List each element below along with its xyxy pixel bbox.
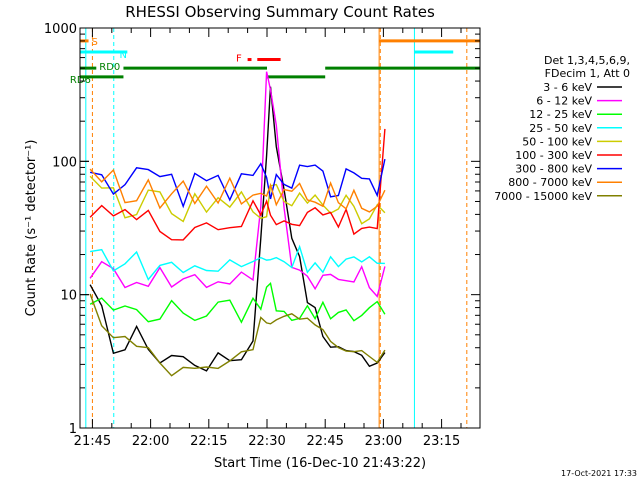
legend-entry-label: 100 - 300 keV	[515, 149, 592, 162]
x-tick-label: 23:00	[365, 434, 402, 449]
series-line-3-6-kev	[89, 86, 386, 372]
legend-entry-label: 6 - 12 keV	[536, 95, 592, 108]
footer-timestamp: 17-Oct-2021 17:33	[561, 469, 637, 478]
series-line-300-800-kev	[89, 158, 386, 209]
series-line-100-300-kev	[89, 128, 386, 241]
legend-header-line: FDecim 1, Att 0	[545, 67, 630, 80]
y-tick-label: 1	[69, 422, 77, 437]
y-tick-label: 1000	[44, 22, 77, 37]
y-tick-label: 100	[52, 155, 77, 170]
legend: Det 1,3,4,5,6,9,FDecim 1, Att 03 - 6 keV…	[494, 54, 630, 203]
series-line-25-50-kev	[89, 244, 385, 281]
x-tick-label: 22:30	[248, 434, 285, 449]
series-line-7000-15000-kev	[89, 293, 386, 377]
legend-entry-label: 300 - 800 keV	[515, 163, 592, 176]
x-tick-label: 22:15	[190, 434, 227, 449]
x-tick-label: 23:15	[423, 434, 460, 449]
legend-entry-label: 3 - 6 keV	[543, 81, 592, 94]
y-axis-label: Count Rate (s⁻¹ detector⁻¹)	[24, 140, 39, 317]
legend-entry-label: 7000 - 15000 keV	[494, 190, 592, 203]
legend-entry-label: 12 - 25 keV	[529, 108, 592, 121]
legend-header-line: Det 1,3,4,5,6,9,	[544, 54, 630, 67]
x-tick-label: 22:45	[306, 434, 343, 449]
legend-entry-label: 800 - 7000 keV	[508, 176, 592, 189]
marker-f-label: F	[236, 54, 242, 65]
series-line-12-25-kev	[89, 282, 386, 324]
marker-rd0-label: RD0	[99, 62, 120, 73]
series-line-800-7000-kev	[89, 168, 386, 213]
legend-entry-label: 50 - 100 keV	[522, 135, 592, 148]
x-tick-label: 22:00	[132, 434, 169, 449]
x-axis-label: Start Time (16-Dec-10 21:43:22)	[214, 456, 426, 471]
axes: 1 10 100 1000 21:45 22:00 22:15 22:30 22:45 23:00…	[44, 22, 480, 449]
plot-frame	[79, 27, 481, 429]
y-tick-label: 10	[60, 289, 77, 304]
chart-title: RHESSI Observing Summary Count Rates	[125, 3, 435, 21]
marker-s-label: S	[92, 37, 98, 48]
marker-n-label: N	[119, 50, 126, 61]
legend-entry-label: 25 - 50 keV	[529, 122, 592, 135]
x-tick-label: 21:45	[74, 434, 111, 449]
series-line-6-12-kev	[89, 71, 386, 298]
